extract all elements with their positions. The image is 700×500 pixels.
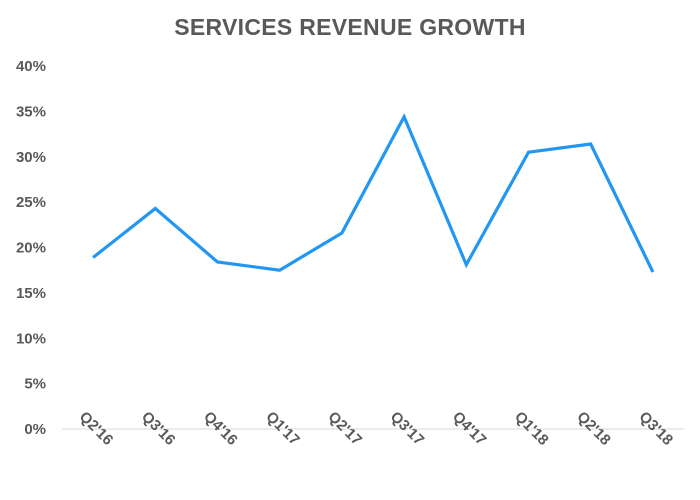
y-tick-label: 35% (16, 103, 46, 120)
y-tick-label: 25% (16, 194, 46, 211)
y-tick-label: 30% (16, 149, 46, 166)
y-tick-label: 40% (16, 58, 46, 75)
y-tick-label: 20% (16, 240, 46, 257)
y-tick-label: 5% (24, 376, 46, 393)
y-tick-label: 0% (24, 421, 46, 438)
y-tick-label: 10% (16, 330, 46, 347)
y-tick-label: 15% (16, 285, 46, 302)
y-axis-ticks: 0% 5% 10% 15% 20% 25% 30% 35% 40% (16, 58, 46, 438)
series-layer (92, 113, 655, 273)
chart-title: SERVICES REVENUE GROWTH (174, 14, 526, 40)
series-line (92, 113, 655, 273)
